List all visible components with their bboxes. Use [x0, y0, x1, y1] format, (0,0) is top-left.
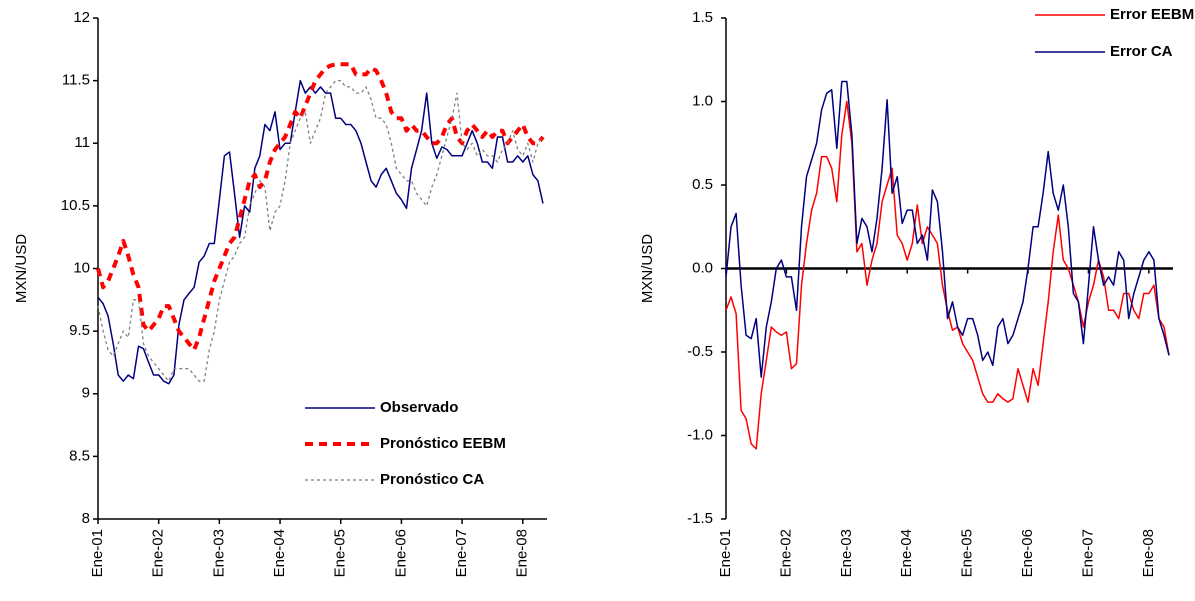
x-tick-label: Ene-06 [1019, 529, 1036, 577]
legend-label: Pronóstico EEBM [380, 435, 506, 452]
series-line [96, 62, 545, 352]
y-tick-label: 11.5 [62, 72, 90, 89]
y-tick-label: 10 [73, 259, 90, 276]
series-line [725, 100, 1170, 450]
x-tick-label: Ene-03 [838, 529, 855, 577]
y-tick-label: 11 [74, 134, 90, 151]
y-tick-label: 12 [73, 9, 90, 26]
y-tick-label: -1.5 [687, 510, 713, 527]
x-tick-label: Ene-07 [453, 529, 470, 577]
legend: Observado Pronóstico EEBM Pronóstico CA [305, 399, 506, 488]
y-tick-label: -0.5 [687, 343, 713, 360]
chart-panel: 8 8.5 9 9.5 10 10.5 11 11.5 12 MXN/USD Ene-01 Ene-0… [13, 9, 547, 577]
x-tick-label: Ene-02 [150, 529, 167, 577]
x-tick-label: Ene-03 [210, 529, 227, 577]
x-tick-label: Ene-08 [1140, 529, 1157, 577]
x-tick-label: Ene-05 [332, 529, 349, 577]
legend-label: Pronóstico CA [380, 471, 484, 488]
x-tick-label: Ene-02 [777, 529, 794, 577]
y-tick-label: 0.5 [692, 176, 713, 193]
series-line [725, 80, 1170, 378]
y-tick-label: 10.5 [61, 197, 90, 214]
chart-panel: -1.5 -1.0 -0.5 0.0 0.5 1.0 1.5 MXN/USD Ene-01 Ene… [639, 6, 1194, 577]
x-tick-label: Ene-06 [392, 529, 409, 577]
series-line [97, 79, 544, 385]
legend: Error EEBM Error CA [1035, 6, 1194, 60]
legend-label: Error CA [1110, 43, 1173, 60]
y-tick-label: 1.0 [692, 92, 713, 109]
series-line [97, 79, 544, 382]
legend-label: Observado [380, 399, 458, 416]
x-tick-label: Ene-05 [959, 529, 976, 577]
y-axis-label: MXN/USD [639, 234, 656, 303]
y-tick-label: 8.5 [69, 447, 90, 464]
x-tick-label: Ene-08 [514, 529, 531, 577]
y-tick-label: 1.5 [692, 9, 713, 26]
x-tick-label: Ene-01 [717, 529, 734, 577]
y-tick-label: 9 [82, 385, 90, 402]
x-tick-label: Ene-07 [1079, 529, 1096, 577]
x-tick-label: Ene-04 [271, 529, 288, 577]
y-axis-label: MXN/USD [13, 234, 30, 303]
y-tick-label: 0.0 [692, 259, 713, 276]
legend-label: Error EEBM [1110, 6, 1194, 23]
x-tick-label: Ene-01 [89, 529, 106, 577]
y-tick-label: 8 [82, 510, 90, 527]
x-tick-label: Ene-04 [898, 529, 915, 577]
y-tick-label: 9.5 [69, 322, 90, 339]
y-tick-label: -1.0 [687, 426, 713, 443]
